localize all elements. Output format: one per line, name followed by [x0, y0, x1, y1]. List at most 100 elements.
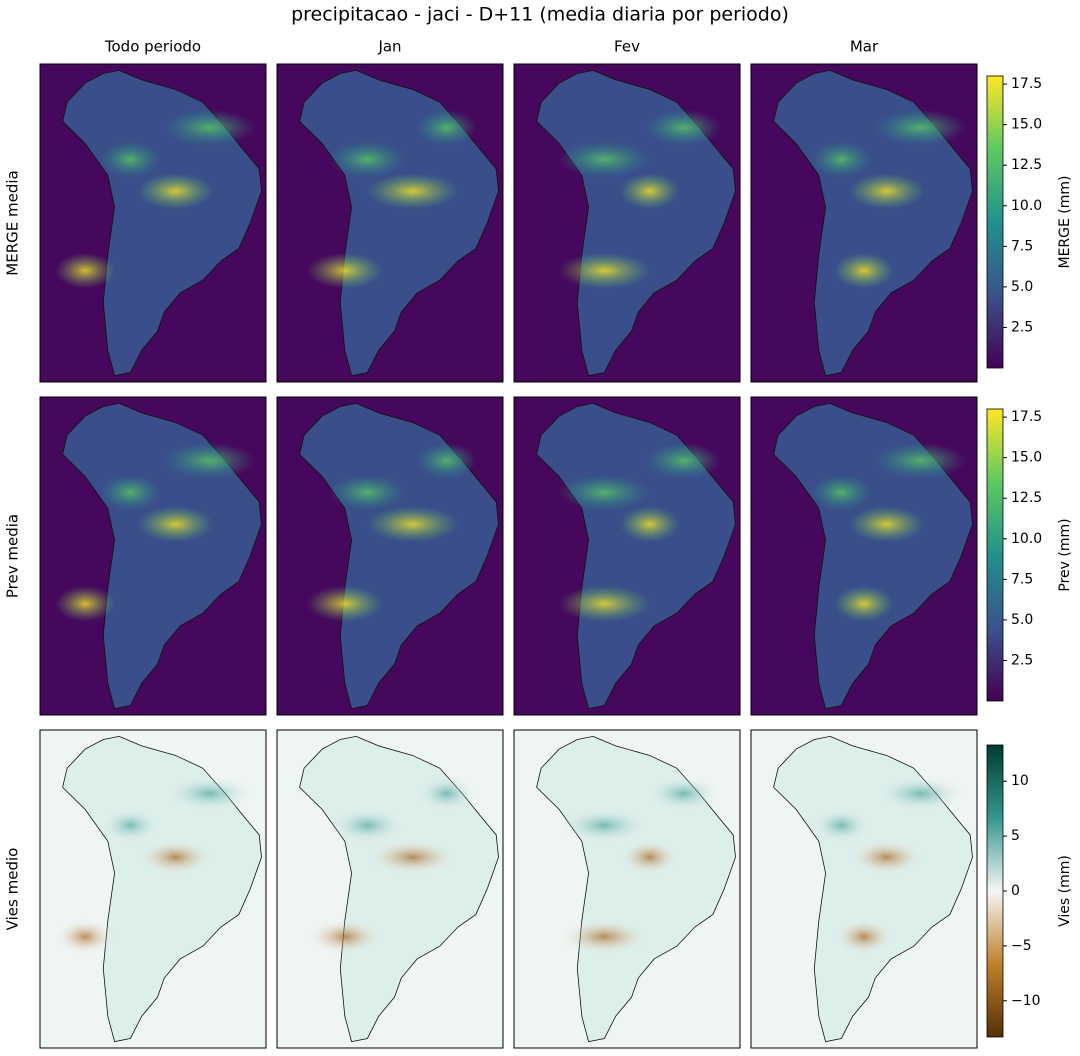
map-frame — [276, 729, 504, 1049]
map-panel — [750, 63, 978, 383]
map-panel — [276, 63, 504, 383]
field-blob — [163, 775, 256, 812]
field-blob — [306, 585, 383, 622]
colorbar — [986, 744, 1004, 1038]
field-blob — [366, 173, 459, 210]
colorbar — [986, 408, 1004, 702]
colorbar-tick-label: 15.0 — [1011, 450, 1042, 466]
colorbar-tick-label: −10 — [1011, 993, 1041, 1009]
field-blob — [416, 775, 477, 812]
colorbar-tick-label: −5 — [1011, 938, 1032, 954]
colorbar-tick-label: 12.5 — [1011, 490, 1042, 506]
field-blob — [366, 839, 459, 876]
field-blob — [558, 141, 651, 178]
colorbar-tick-label: 10.0 — [1011, 198, 1042, 214]
field-blob — [811, 141, 872, 178]
column-title: Jan — [377, 38, 401, 56]
field-blob — [163, 442, 256, 479]
colorbar-label: MERGE (mm) — [1057, 176, 1073, 269]
row-label: Vies medio — [4, 848, 22, 931]
map-panel — [39, 729, 267, 1049]
figure-title: precipitacao - jaci - D+11 (media diaria… — [291, 4, 789, 26]
field-blob — [558, 807, 651, 844]
column-title: Todo periodo — [104, 38, 201, 56]
map-panel — [39, 63, 267, 383]
colorbar-tick-label: 10.0 — [1011, 531, 1042, 547]
field-blob — [848, 173, 925, 210]
field-blob — [306, 252, 383, 289]
colorbar-tick-label: 0 — [1011, 883, 1020, 899]
map-frame — [276, 63, 504, 383]
field-blob — [558, 474, 651, 511]
field-blob — [619, 173, 680, 210]
map-frame — [39, 63, 267, 383]
colorbar — [986, 75, 1004, 369]
colorbar-tick-label: 17.5 — [1011, 409, 1042, 425]
field-blob — [558, 585, 651, 622]
field-blob — [848, 839, 925, 876]
colorbar-tick-label: 12.5 — [1011, 157, 1042, 173]
field-blob — [834, 585, 894, 622]
map-panel — [276, 396, 504, 716]
colorbar-label: Vies (mm) — [1057, 855, 1073, 927]
map-panel — [750, 729, 978, 1049]
column-title: Fev — [614, 38, 640, 56]
field-blob — [874, 109, 967, 146]
row-label: Prev media — [4, 514, 22, 598]
field-blob — [55, 252, 116, 289]
field-blob — [100, 141, 161, 178]
map-panel — [39, 396, 267, 716]
field-blob — [619, 506, 680, 543]
map-frame — [276, 396, 504, 716]
field-blob — [558, 918, 651, 955]
field-blob — [834, 918, 894, 955]
colorbar-tick-label: 5 — [1011, 828, 1020, 844]
field-blob — [137, 506, 214, 543]
field-blob — [874, 442, 967, 479]
field-blob — [100, 807, 161, 844]
map-frame — [750, 396, 978, 716]
field-blob — [558, 252, 651, 289]
field-blob — [645, 442, 722, 479]
map-panel — [750, 396, 978, 716]
field-blob — [306, 918, 383, 955]
colorbar-tick-label: 15.0 — [1011, 117, 1042, 133]
field-blob — [329, 474, 406, 511]
map-frame — [39, 396, 267, 716]
map-frame — [750, 729, 978, 1049]
field-blob — [619, 839, 680, 876]
field-blob — [163, 109, 256, 146]
field-blob — [137, 173, 214, 210]
map-frame — [750, 63, 978, 383]
field-blob — [645, 775, 722, 812]
field-blob — [366, 506, 459, 543]
field-blob — [874, 775, 967, 812]
field-blob — [416, 109, 477, 146]
row-label: MERGE media — [4, 170, 22, 275]
field-blob — [848, 506, 925, 543]
colorbar-tick-label: 5.0 — [1011, 612, 1033, 628]
map-panel — [276, 729, 504, 1049]
field-blob — [811, 807, 872, 844]
map-frame — [513, 396, 741, 716]
colorbar-tick-label: 7.5 — [1011, 238, 1033, 254]
field-blob — [329, 807, 406, 844]
colorbar-tick-label: 5.0 — [1011, 279, 1033, 295]
field-blob — [329, 141, 406, 178]
colorbar-tick-label: 17.5 — [1011, 76, 1042, 92]
field-blob — [645, 109, 722, 146]
colorbar-tick-label: 7.5 — [1011, 571, 1033, 587]
field-blob — [137, 839, 214, 876]
column-title: Mar — [850, 38, 879, 56]
map-panel — [513, 396, 741, 716]
colorbar-tick-label: 2.5 — [1011, 652, 1033, 668]
field-blob — [55, 918, 116, 955]
map-frame — [513, 729, 741, 1049]
field-blob — [834, 252, 894, 289]
map-panel — [513, 63, 741, 383]
map-frame — [39, 729, 267, 1049]
field-blob — [100, 474, 161, 511]
map-frame — [513, 63, 741, 383]
